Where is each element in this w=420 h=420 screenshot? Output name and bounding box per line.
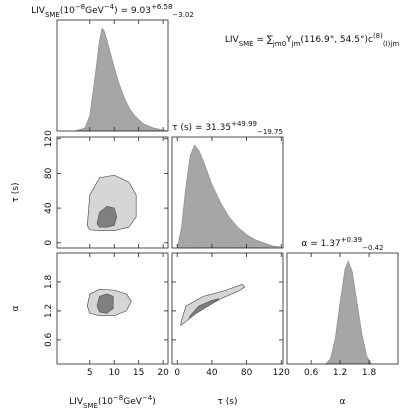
x-tick-label: 1.8 <box>362 368 377 378</box>
text-part: 0 <box>282 40 286 48</box>
x-tick-label: 80 <box>241 368 253 378</box>
text-part: +0.39 <box>341 236 362 244</box>
text-part: ) <box>152 397 156 407</box>
text-part: c <box>368 35 373 45</box>
text-part: LIV <box>225 35 240 45</box>
x-axis-label: α <box>340 397 346 407</box>
text-part: −19.75 <box>257 128 283 136</box>
panel-title: τ (s) = 31.35+49.99−19.75 <box>172 120 283 136</box>
text-part: ∑ <box>267 35 273 45</box>
panel-frame <box>56 252 169 365</box>
density-area <box>176 144 282 249</box>
text-part: α <box>11 305 21 311</box>
y-axis-label: τ (s) <box>11 183 21 203</box>
x-tick-label: 120 <box>273 368 290 378</box>
text-part: −8 <box>113 394 123 402</box>
y-tick-label: 1.8 <box>44 275 54 290</box>
x-tick-label: 40 <box>206 368 218 378</box>
text-part: α = 1.37 <box>301 239 340 249</box>
text-part: −3.02 <box>172 11 193 19</box>
text-part: jm <box>272 40 282 48</box>
panel-frame <box>286 252 399 365</box>
text-part: τ (s) <box>218 397 238 407</box>
formula: LIVSME = ∑jm0Yjm(116.9°, 54.5°)c(8)(I)jm <box>225 32 399 48</box>
x-tick-label: 1.2 <box>333 368 347 378</box>
contour <box>188 298 220 320</box>
text-part: τ (s) = 31.35 <box>172 123 231 133</box>
panel-title: LIVSME(10−8GeV−4) = 9.03+6.58−3.02 <box>31 3 194 19</box>
text-part: LIV <box>69 397 84 407</box>
x-tick-label: 0.6 <box>304 368 319 378</box>
text-part: α <box>340 397 346 407</box>
panel-frame <box>56 19 169 132</box>
text-part: (8) <box>373 32 383 40</box>
y-tick-label: 80 <box>44 167 54 179</box>
text-part: (10 <box>60 6 75 16</box>
text-part: (I)jm <box>383 40 399 48</box>
text-part: ) = 9.03 <box>114 6 151 16</box>
text-part: GeV <box>123 397 143 407</box>
text-part: τ (s) <box>11 183 21 203</box>
density-area <box>324 260 373 365</box>
x-tick-label: 5 <box>87 368 93 378</box>
text-part: +6.58 <box>151 3 172 11</box>
text-part: SME <box>45 11 60 19</box>
panel-frame <box>56 136 169 249</box>
text-part: LIV <box>31 6 46 16</box>
density-area <box>75 27 169 132</box>
text-part: −4 <box>104 3 115 11</box>
y-tick-label: 120 <box>44 130 54 147</box>
text-part: +49.99 <box>231 120 257 128</box>
panel-frame <box>171 252 284 365</box>
text-part: = <box>254 35 267 45</box>
contour <box>180 283 246 327</box>
y-tick-label: 0.6 <box>44 332 54 347</box>
text-part: Y <box>285 35 292 45</box>
text-part: −4 <box>142 394 153 402</box>
text-part: (10 <box>98 397 113 407</box>
y-tick-label: 1.2 <box>44 304 54 318</box>
y-tick-label: 40 <box>44 202 54 214</box>
x-axis-label: LIVSME(10−8GeV−4) <box>69 394 156 410</box>
text-part: SME <box>83 402 98 410</box>
text-part: −8 <box>75 3 85 11</box>
text-part: SME <box>239 40 254 48</box>
x-tick-label: 15 <box>133 368 144 378</box>
x-tick-label: 10 <box>108 368 120 378</box>
text-part: (116.9°, 54.5°) <box>300 35 368 45</box>
contour <box>96 293 114 314</box>
contour <box>96 206 118 228</box>
x-tick-label: 0 <box>174 368 180 378</box>
y-axis-label: α <box>11 305 21 311</box>
text-part: −0.42 <box>362 244 383 252</box>
text-part: jm <box>291 40 301 48</box>
panel-frame <box>171 136 284 249</box>
y-tick-label: 0 <box>44 240 54 246</box>
text-part: GeV <box>85 6 105 16</box>
panel-title: α = 1.37+0.39−0.42 <box>301 236 383 252</box>
x-tick-label: 20 <box>157 368 169 378</box>
x-axis-label: τ (s) <box>218 397 238 407</box>
